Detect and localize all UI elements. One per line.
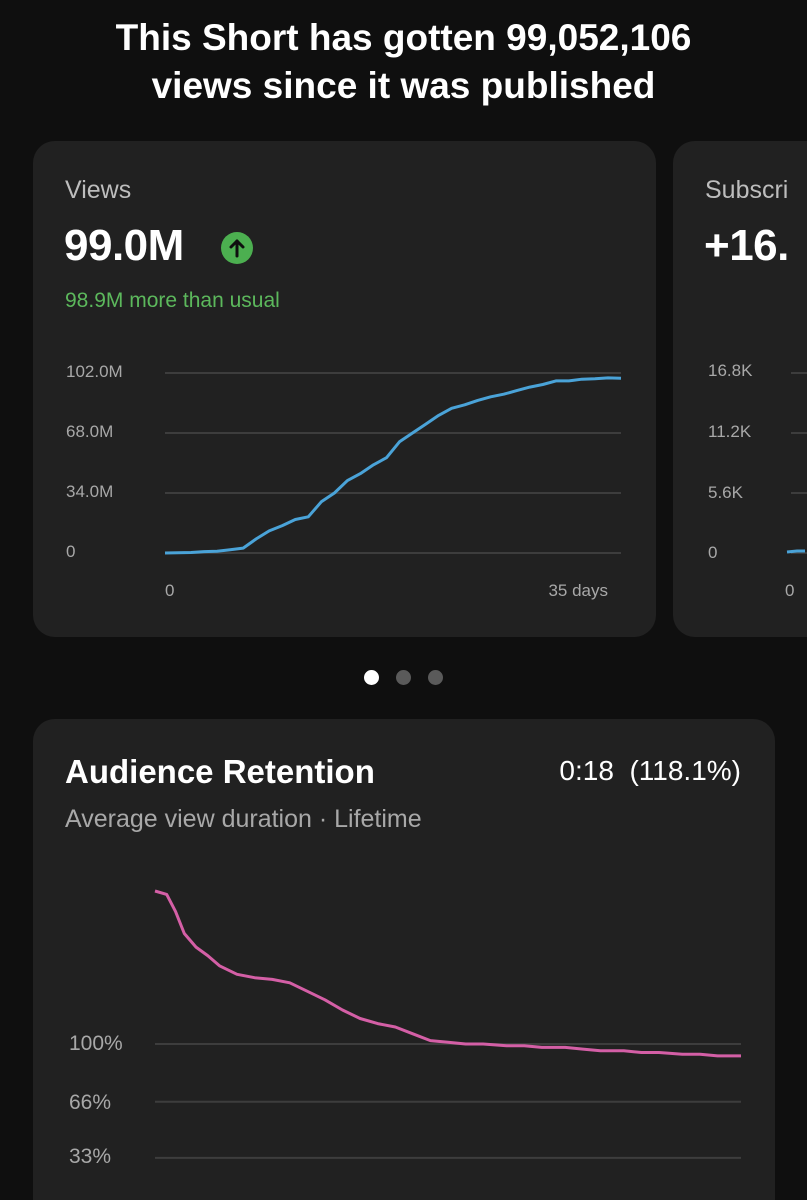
arrow-up-icon bbox=[221, 232, 253, 264]
headline: This Short has gotten 99,052,106 views s… bbox=[0, 14, 807, 110]
retention-card[interactable]: Audience Retention 0:18 (118.1%) Average… bbox=[33, 719, 775, 1200]
arrow-up-glyph bbox=[229, 239, 245, 258]
subs-x-tick: 0 bbox=[785, 581, 795, 600]
views-y-tick: 0 bbox=[66, 542, 76, 561]
carousel-dot-2[interactable] bbox=[396, 670, 411, 685]
retention-y-tick: 33% bbox=[69, 1145, 112, 1168]
carousel-indicator bbox=[0, 670, 807, 688]
views-card[interactable]: Views 99.0M 98.9M more than usual 102.0M… bbox=[33, 141, 656, 637]
views-x-tick: 0 bbox=[165, 581, 175, 600]
views-value: 99.0M bbox=[64, 221, 184, 270]
carousel-dot-1[interactable] bbox=[364, 670, 379, 685]
headline-line-1: This Short has gotten 99,052,106 bbox=[115, 17, 692, 58]
retention-y-tick: 66% bbox=[69, 1091, 112, 1114]
subs-line-chart bbox=[786, 372, 807, 554]
views-label: Views bbox=[65, 176, 132, 204]
views-y-tick: 102.0M bbox=[66, 362, 123, 381]
views-y-tick: 34.0M bbox=[66, 482, 114, 501]
subscribers-card[interactable]: Subscri +16. 16.8K 11.2K 5.6K 0 0 bbox=[673, 141, 807, 637]
headline-line-2: views since it was published bbox=[151, 65, 656, 106]
views-x-tick: 35 days bbox=[548, 581, 608, 600]
retention-line-chart bbox=[154, 889, 741, 1159]
subs-y-tick: 0 bbox=[708, 543, 718, 562]
views-comparison: 98.9M more than usual bbox=[65, 289, 280, 312]
retention-series-line bbox=[154, 889, 741, 1058]
subs-y-tick: 16.8K bbox=[708, 361, 753, 380]
subscribers-label: Subscri bbox=[705, 176, 789, 204]
subs-series-line bbox=[786, 549, 805, 554]
retention-value: 0:18 (118.1%) bbox=[559, 755, 741, 786]
subs-y-tick: 11.2K bbox=[708, 422, 752, 441]
views-y-tick: 68.0M bbox=[66, 422, 114, 441]
retention-title: Audience Retention bbox=[65, 753, 375, 790]
subs-y-tick: 5.6K bbox=[708, 483, 743, 502]
views-series-line bbox=[164, 376, 622, 555]
carousel-dot-3[interactable] bbox=[428, 670, 443, 685]
views-line-chart bbox=[164, 372, 622, 555]
retention-y-tick: 100% bbox=[69, 1032, 123, 1055]
subscribers-value: +16. bbox=[704, 221, 789, 270]
retention-subtitle: Average view duration · Lifetime bbox=[65, 805, 422, 833]
